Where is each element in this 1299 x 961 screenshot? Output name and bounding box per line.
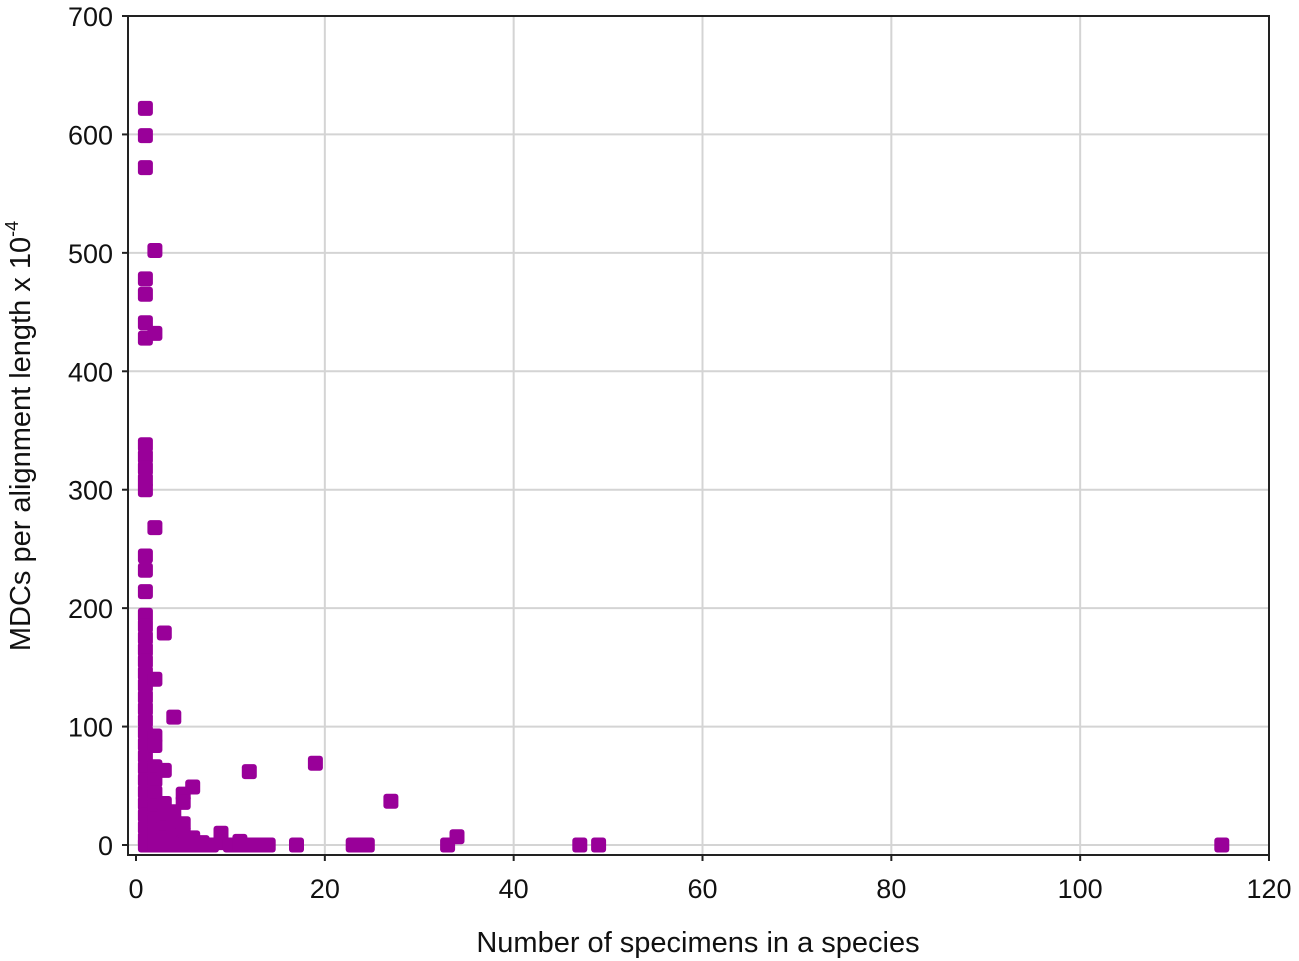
y-tick-label: 600 — [68, 120, 113, 150]
data-point — [137, 701, 153, 717]
data-point — [147, 671, 163, 687]
data-point — [137, 160, 153, 176]
y-tick-label: 300 — [68, 476, 113, 506]
x-tick-label: 80 — [876, 874, 906, 904]
data-point — [185, 779, 201, 795]
y-tick-label: 100 — [68, 713, 113, 743]
y-tick-label: 0 — [98, 831, 113, 861]
data-point — [137, 584, 153, 600]
data-point — [137, 689, 153, 705]
data-point — [147, 325, 163, 341]
data-point — [137, 548, 153, 564]
data-point — [359, 837, 375, 853]
data-point — [241, 764, 257, 780]
x-tick-label: 0 — [128, 874, 143, 904]
plot-frame — [127, 15, 1270, 856]
x-tick-label: 120 — [1246, 874, 1291, 904]
data-points — [137, 100, 1230, 853]
data-point — [147, 738, 163, 753]
data-point — [137, 286, 153, 302]
data-point — [137, 437, 153, 453]
data-point — [156, 762, 172, 778]
data-point — [137, 630, 153, 646]
data-point — [137, 562, 153, 578]
data-point — [175, 794, 191, 810]
data-point — [137, 618, 153, 634]
y-tick-label: 200 — [68, 594, 113, 624]
x-axis-title: Number of specimens in a species — [476, 927, 919, 959]
y-tick-label: 400 — [68, 357, 113, 387]
grid-lines — [128, 16, 1269, 855]
data-point — [137, 482, 153, 498]
y-tick-label: 500 — [68, 239, 113, 269]
data-point — [137, 460, 153, 476]
y-tick-label: 700 — [68, 2, 113, 32]
data-point — [572, 837, 588, 853]
data-point — [137, 653, 153, 669]
data-point — [156, 625, 172, 641]
x-tick-label: 100 — [1058, 874, 1103, 904]
data-point — [591, 837, 607, 853]
data-point — [289, 837, 304, 853]
y-axis-title: MDCs per alignment length x 10-4 — [2, 221, 37, 651]
data-point — [1214, 837, 1230, 853]
x-tick-label: 40 — [499, 874, 529, 904]
data-point — [147, 243, 163, 258]
y-axis-title-main: MDCs per alignment length x 10 — [5, 237, 37, 651]
data-point — [137, 271, 153, 287]
y-axis-title-exponent: -4 — [2, 221, 22, 237]
data-point — [137, 642, 153, 658]
data-point — [137, 128, 153, 144]
axis-ticks: 0 20 40 60 80 100 120 0 100 200 300 400 500 600 700 — [68, 2, 1292, 904]
data-point — [137, 449, 153, 465]
data-point — [260, 837, 276, 853]
data-point — [137, 713, 153, 729]
data-point — [449, 829, 465, 845]
data-point — [137, 100, 153, 116]
data-point — [147, 520, 163, 536]
data-point — [383, 793, 399, 809]
x-tick-label: 20 — [310, 874, 340, 904]
data-point — [307, 755, 323, 771]
data-point — [166, 709, 182, 725]
x-tick-label: 60 — [687, 874, 717, 904]
